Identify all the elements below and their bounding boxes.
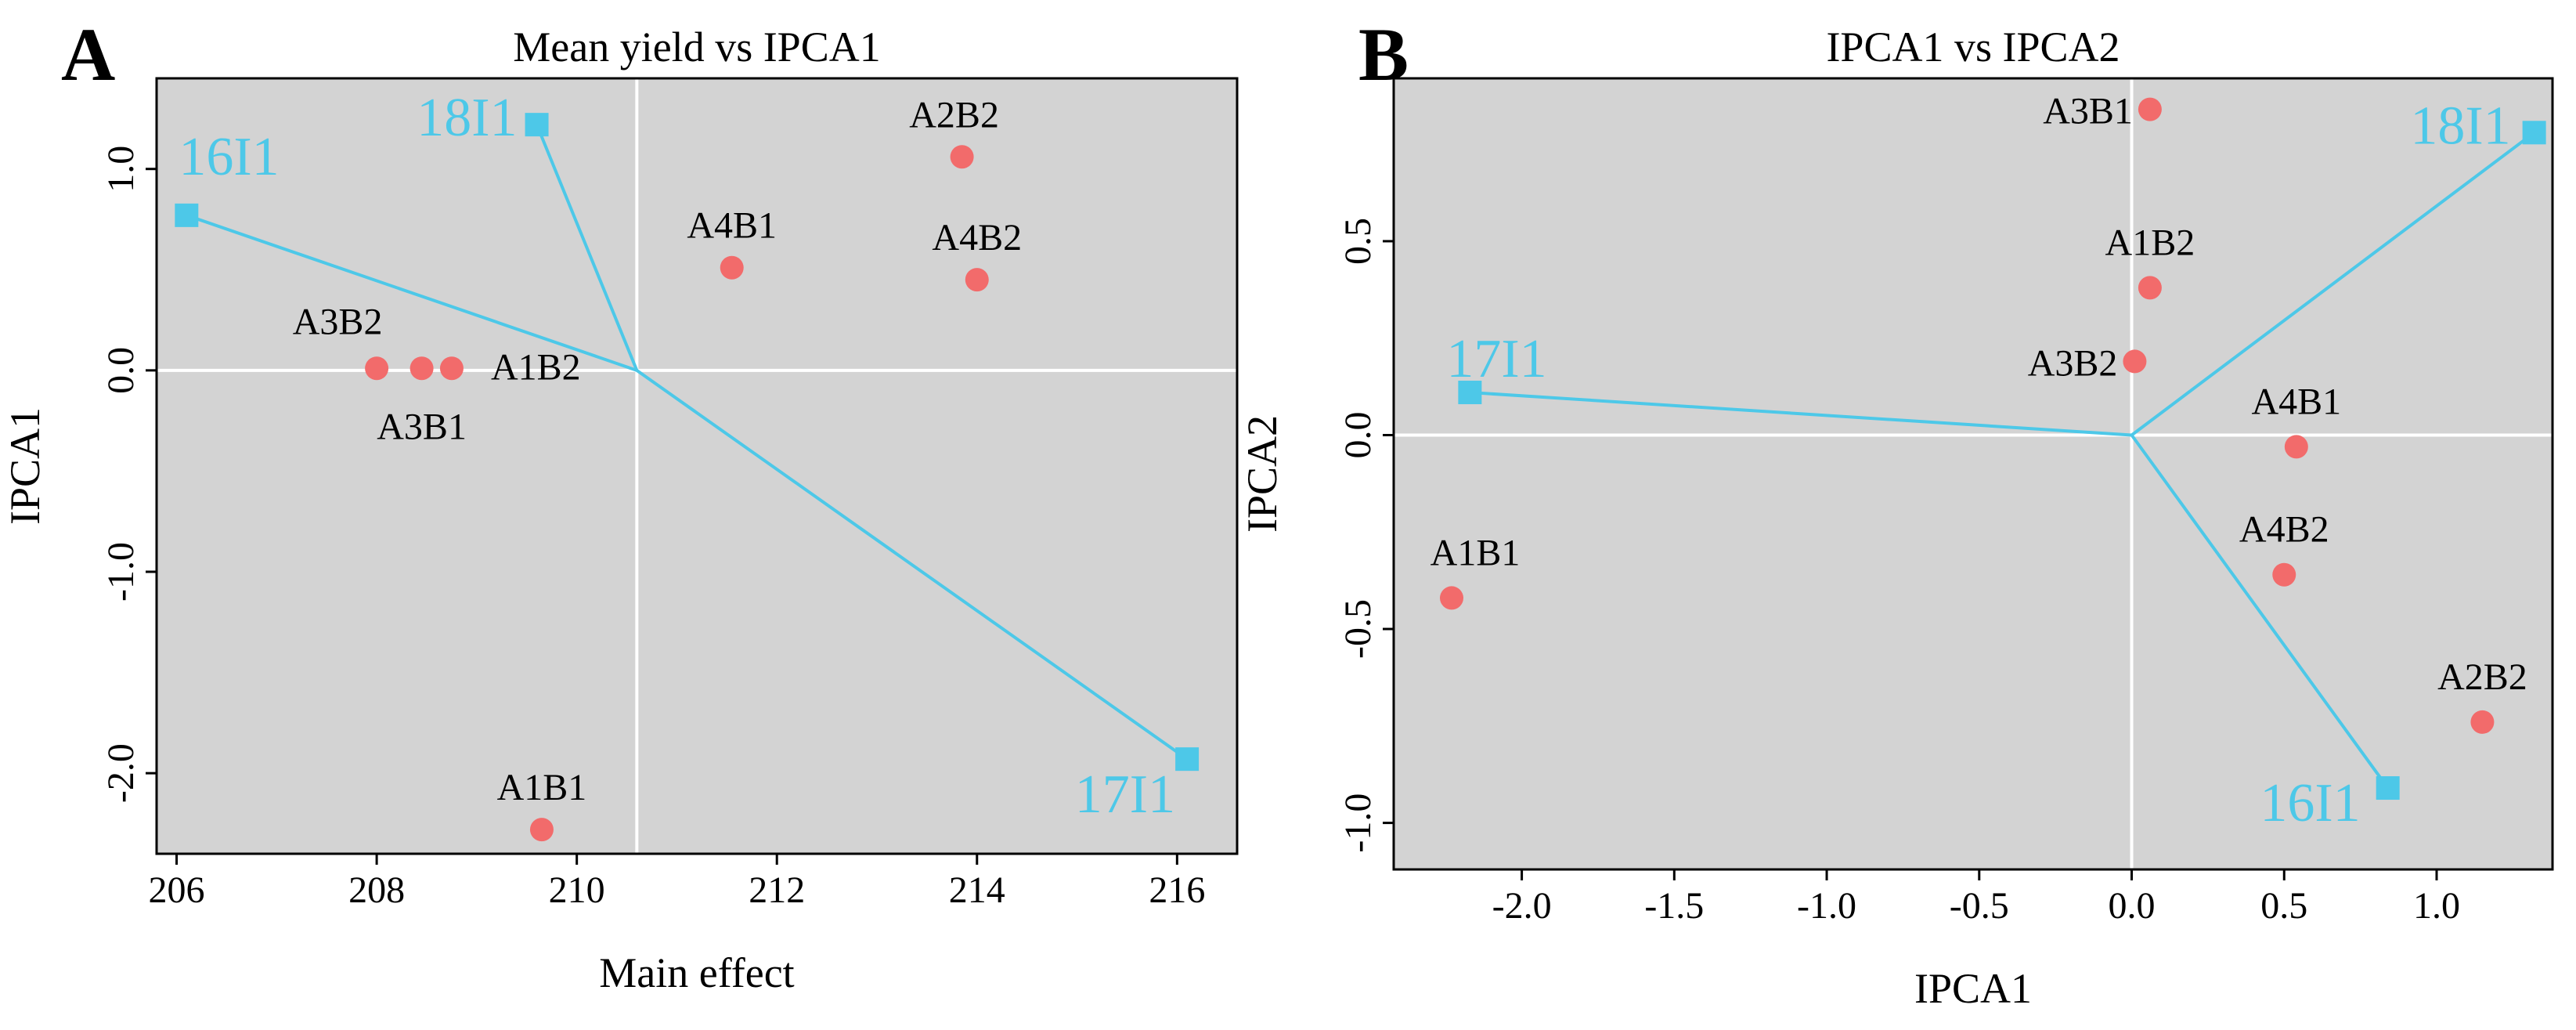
panel-b-genotype-label-a4b1: A4B1	[2251, 381, 2341, 422]
panel-b-x-tick-label: -1.0	[1797, 885, 1856, 927]
panel-a-y-tick-label: 0.0	[100, 347, 142, 394]
panel-b-genotype-point-a1b2	[2138, 276, 2162, 300]
panel-b-y-tick-label: -1.0	[1337, 793, 1379, 853]
panel-b-genotype-point-a3b2	[2123, 349, 2147, 374]
panel-b-x-tick-label: -1.5	[1644, 885, 1704, 927]
panel-b-x-tick-label: -0.5	[1950, 885, 2009, 927]
panel-b-genotype-label-a4b2: A4B2	[2239, 509, 2329, 551]
panel-a-environment-label-18i1: 18I1	[417, 88, 517, 148]
panel-a-genotype-point-a1b1	[529, 818, 554, 842]
panel-a-genotype-point-a3b1	[409, 356, 434, 381]
panel-a-genotype-label-a4b2: A4B2	[932, 217, 1022, 258]
panel-a-environment-label-16i1: 16I1	[179, 127, 279, 187]
panel-a-genotype-point-a1b2	[439, 356, 464, 381]
panel-a-genotype-label-a1b2: A1B2	[491, 346, 581, 388]
panel-b-genotype-point-a4b1	[2284, 435, 2308, 459]
panel-b-environment-vector-17i1	[1470, 391, 2132, 437]
panel-b-genotype-label-a3b2: A3B2	[2028, 342, 2118, 384]
panel-b-genotype-label-a1b2: A1B2	[2105, 222, 2195, 263]
panel-a-x-tick-label: 210	[549, 869, 605, 911]
panel-a-plot-background	[157, 78, 1237, 854]
panel-b-title: IPCA1 vs IPCA2	[1826, 23, 2120, 70]
panel-b-x-tick-label: 0.5	[2260, 885, 2307, 927]
panel-b-x-tick-label: -2.0	[1492, 885, 1552, 927]
panel-a-x-tick-label: 216	[1149, 869, 1205, 911]
panel-a-environment-vector-17i1	[636, 369, 1189, 761]
panel-b-environment-label-17i1: 17I1	[1446, 329, 1546, 389]
panel-a-genotype-label-a3b1: A3B1	[377, 406, 467, 447]
panel-b-environment-marker-17i1	[1458, 381, 1482, 405]
panel-b-genotype-point-a1b1	[1440, 586, 1463, 610]
panel-b-letter: B	[1358, 13, 1409, 96]
panel-b-y-axis-label: IPCA2	[1239, 415, 1286, 533]
panel-a-environment-label-17i1: 17I1	[1075, 764, 1175, 825]
panel-a-environment-marker-16i1	[175, 203, 199, 227]
panel-a-y-tick-label: 1.0	[100, 146, 142, 193]
panel-a-genotype-label-a4b1: A4B1	[687, 205, 777, 247]
panel-b-x-tick-label: 1.0	[2413, 885, 2460, 927]
panel-a-title: Mean yield vs IPCA1	[513, 23, 880, 70]
panel-b-genotype-point-a4b2	[2272, 562, 2296, 587]
panel-a-y-tick-label: -1.0	[100, 542, 142, 602]
panel-b-y-tick-label: 0.5	[1337, 218, 1379, 265]
panel-b-environment-vector-16i1	[2130, 434, 2390, 790]
panel-a-y-axis-label: IPCA1	[2, 407, 49, 525]
panel-a-x-axis-label: Main effect	[599, 949, 794, 996]
panel-b-plot-border	[1392, 77, 2554, 871]
panel-a-genotype-label-a3b2: A3B2	[293, 301, 383, 342]
panel-b-genotype-label-a2b2: A2B2	[2437, 656, 2527, 698]
panel-b-x-tick-label: 0.0	[2109, 885, 2156, 927]
panel-b-x-axis-label: IPCA1	[1914, 965, 2032, 1012]
panel-b-plot-background	[1394, 78, 2553, 869]
panel-a-environment-marker-18i1	[525, 113, 549, 137]
panel-a: A Mean yield vs IPCA1 206 208 210 212 214 216 1.…	[2, 13, 1239, 996]
panel-b-environment-label-18i1: 18I1	[2410, 96, 2510, 156]
panel-a-x-tick-label: 212	[749, 869, 805, 911]
panel-a-x-tick-label: 214	[949, 869, 1005, 911]
panel-b-environment-marker-18i1	[2522, 121, 2546, 145]
panel-b-genotype-point-a3b1	[2138, 97, 2162, 121]
panel-b-environment-vector-18i1	[2130, 131, 2535, 437]
panel-a-genotype-point-a4b2	[965, 268, 989, 292]
panel-a-genotype-point-a4b1	[720, 255, 744, 280]
panel-a-letter: A	[61, 13, 115, 96]
panel-a-y-tick-label: -2.0	[100, 743, 142, 803]
panel-a-plot-border	[155, 77, 1239, 855]
panel-a-environment-vector-18i1	[535, 124, 639, 371]
panel-b-genotype-label-a3b1: A3B1	[2043, 91, 2133, 132]
panel-a-genotype-label-a2b2: A2B2	[909, 94, 999, 136]
panel-b-y-tick-label: 0.0	[1337, 411, 1379, 458]
panel-b-genotype-label-a1b1: A1B1	[1431, 532, 1521, 573]
panel-b: B IPCA1 vs IPCA2 -2.0 -1.5 -1.0 -0.5 0.0 0.5 1.0…	[1239, 13, 2554, 1012]
panel-b-y-tick-label: -0.5	[1337, 599, 1379, 659]
panel-b-environment-marker-16i1	[2376, 776, 2400, 801]
panel-a-x-tick-label: 206	[149, 869, 205, 911]
panel-b-genotype-point-a2b2	[2470, 710, 2495, 734]
panel-a-x-tick-label: 208	[348, 869, 405, 911]
panel-a-genotype-point-a3b2	[365, 356, 389, 381]
panel-b-environment-label-16i1: 16I1	[2260, 773, 2360, 833]
panel-a-genotype-point-a2b2	[950, 145, 974, 169]
panel-a-environment-marker-17i1	[1175, 747, 1200, 772]
panel-a-environment-vector-16i1	[186, 213, 637, 372]
panel-a-genotype-label-a1b1: A1B1	[497, 767, 587, 808]
